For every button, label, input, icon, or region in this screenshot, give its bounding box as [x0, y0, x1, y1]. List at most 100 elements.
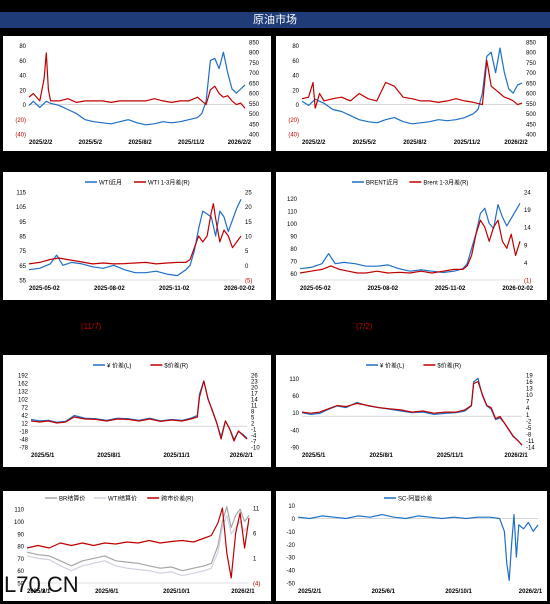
series-line-2 — [28, 52, 246, 109]
y-left-tick-label: 42 — [21, 414, 28, 420]
x-tick-label: 2026-02-02 — [502, 286, 533, 292]
legend-label: $价差(R) — [164, 362, 188, 370]
y-left-tick-label: 72 — [21, 406, 28, 412]
legend-label: ¥ 价差(L) — [380, 362, 404, 370]
y-right-tick-label: 500 — [249, 112, 260, 118]
y-left-tick-label: 162 — [18, 382, 29, 388]
x-tick-label: 2025/11/2 — [178, 140, 205, 146]
series-line-1 — [299, 202, 521, 274]
y-right-tick-label: 1 — [526, 413, 530, 419]
y-right-tick-label: 600 — [249, 92, 260, 98]
y-right-tick-label: 16 — [526, 380, 533, 386]
legend-label: BR结算价 — [59, 495, 85, 503]
y-right-tick-label: 25 — [245, 191, 252, 197]
series-line-1 — [301, 377, 523, 446]
x-tick-label: 2025/8/1 — [97, 453, 121, 459]
legend-label: ¥ 价差(L) — [107, 362, 131, 370]
y-right-tick-label: 750 — [249, 61, 260, 67]
y-left-tick-label: 192 — [18, 374, 29, 380]
y-right-tick-label: 400 — [526, 133, 537, 139]
y-right-tick-label: 6 — [253, 532, 257, 538]
y-left-tick-label: -30 — [286, 556, 295, 562]
chart-panel-5: ¥ 价差(L) $价差(R) 192 162 132 102 72 42 12 -18 -48 -78… — [3, 355, 271, 467]
chart-3: WTI近月 WTI 1-3月差(R)11510595857565552520151… — [16, 179, 255, 293]
x-tick-label: 2025/8/1 — [369, 453, 393, 459]
y-right-tick-label: 500 — [526, 112, 537, 118]
x-tick-label: 2026/2/2 — [228, 140, 252, 146]
y-right-tick-label: 11 — [253, 507, 260, 513]
y-left-tick-label: (40) — [288, 133, 299, 139]
y-left-tick-label: 80 — [17, 545, 24, 551]
y-left-tick-label: 65 — [19, 264, 26, 270]
y-right-tick-label: (5) — [245, 279, 252, 285]
y-left-tick-label: 132 — [18, 390, 29, 396]
y-left-tick-label: 70 — [290, 260, 297, 266]
y-right-tick-label: 650 — [526, 81, 537, 87]
y-right-tick-label: 450 — [526, 122, 537, 128]
chart-5: ¥ 价差(L) $价差(R)192162132102724212-18-48-78… — [18, 362, 260, 460]
x-tick-label: 2025/11/2 — [454, 140, 481, 146]
y-left-tick-label: 55 — [19, 279, 26, 285]
y-left-tick-label: -90 — [290, 446, 299, 452]
y-right-tick-label: -7 — [251, 440, 257, 446]
legend-label: WTI 1-3月差(R) — [148, 179, 190, 187]
y-right-tick-label: 5 — [245, 249, 249, 255]
y-right-tick-label: 800 — [249, 51, 260, 57]
y-left-tick-label: 40 — [19, 74, 26, 80]
y-left-tick-label: 0 — [292, 517, 296, 523]
series-line-2 — [301, 59, 523, 109]
y-right-tick-label: 19 — [524, 208, 531, 214]
y-right-tick-label: 9 — [524, 243, 528, 249]
y-right-tick-label: 11 — [251, 404, 258, 410]
chart-2: 80 60 40 20 0 (20) (40) 850 800 750 700 650 600 550 50… — [288, 41, 537, 147]
series-line-2 — [28, 203, 242, 265]
y-left-tick-label: 60 — [19, 59, 26, 65]
y-right-tick-label: -8 — [526, 432, 532, 438]
y-left-tick-label: -10 — [286, 530, 295, 536]
y-left-tick-label: 20 — [19, 88, 26, 94]
y-left-tick-label: -78 — [19, 446, 28, 452]
chart-panel-6: ¥ 价差(L) $价差(R) 110 60 10 -40 -90 19 16 13 10 7 4 1 -2-… — [276, 355, 547, 467]
chart-7: BR结算价 WTI结算价 跨市价差(R) 110 100 90 80 70 60 50 11 6 1 (4… — [14, 495, 260, 596]
chart-panel-1: 80 60 40 20 0 (20) (40) 850 800 750 700 650 600 550 50… — [3, 36, 271, 151]
y-right-tick-label: 450 — [249, 122, 260, 128]
y-left-tick-label: 105 — [16, 205, 27, 211]
y-left-tick-label: 60 — [292, 394, 299, 400]
series-line-1 — [30, 380, 248, 441]
x-tick-label: 2025/2/2 — [302, 140, 326, 146]
y-right-tick-label: 10 — [526, 393, 533, 399]
x-tick-label: 2025-05-02 — [300, 286, 331, 292]
y-right-tick-label: 700 — [249, 71, 260, 77]
series-line-2 — [26, 514, 250, 577]
y-right-tick-label: 850 — [526, 41, 537, 47]
chart-4: BRENT近月 Brent 1-3月差(R) 120 110 100 90 80 70 60 24… — [287, 179, 534, 293]
y-right-tick-label: 7 — [526, 400, 530, 406]
y-left-tick-label: -40 — [290, 428, 299, 434]
y-right-tick-label: 13 — [526, 387, 533, 393]
y-right-tick-label: 19 — [526, 374, 533, 380]
y-right-tick-label: 15 — [245, 220, 252, 226]
x-tick-label: 2025-08-02 — [94, 286, 125, 292]
y-right-tick-label: 750 — [526, 61, 537, 67]
y-right-tick-label: 23 — [251, 380, 258, 386]
y-right-tick-label: 26 — [251, 374, 258, 380]
chart-panel-3: WTI近月 WTI 1-3月差(R) 115 105 95 85 75 65 55 25 20 15 1… — [3, 172, 271, 300]
x-tick-label: 2025/8/2 — [403, 140, 427, 146]
x-tick-label: 2026/2/1 — [504, 453, 528, 459]
y-right-tick-label: 700 — [526, 71, 537, 77]
y-left-tick-label: -18 — [19, 430, 28, 436]
x-tick-label: 2025/6/1 — [372, 589, 396, 595]
y-left-tick-label: 75 — [19, 249, 26, 255]
y-left-tick-label: 80 — [292, 44, 299, 50]
x-tick-label: 2025/10/1 — [163, 589, 190, 595]
chart-panel-4: BRENT近月 Brent 1-3月差(R) 120 110 100 90 80 70 60 24… — [276, 172, 547, 300]
y-right-tick-label: 4 — [526, 406, 530, 412]
y-left-tick-label: 110 — [287, 209, 297, 215]
legend-label: BRENT近月 — [366, 179, 398, 187]
y-left-tick-label: 0 — [296, 103, 300, 109]
y-left-tick-label: 10 — [288, 504, 295, 510]
y-left-tick-label: 85 — [19, 235, 26, 241]
chart-6: ¥ 价差(L) $价差(R)1106010-40-9019161310741-2-… — [289, 362, 535, 460]
x-tick-label: 2025/8/2 — [128, 140, 152, 146]
